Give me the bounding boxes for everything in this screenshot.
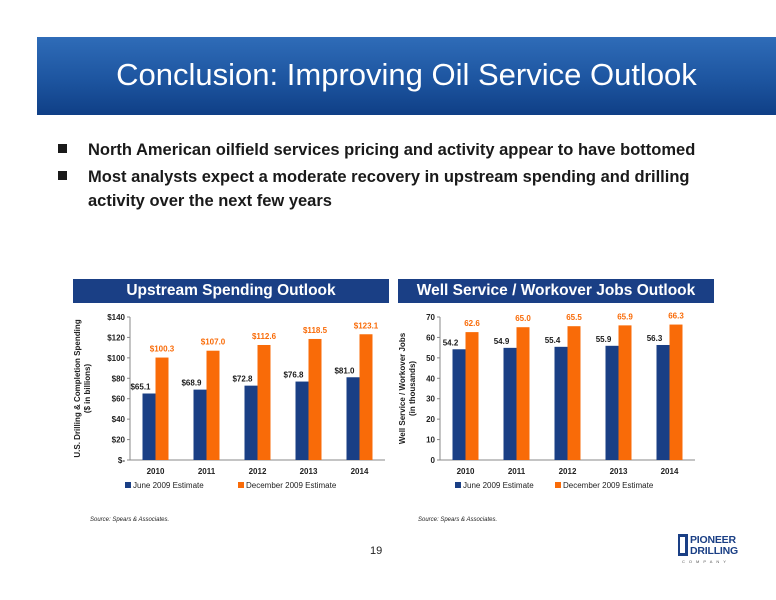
data-label: $123.1 [354,321,379,330]
y-tick-label: $- [118,456,125,465]
bar-december-2009 [516,327,530,460]
y-tick-label: $140 [107,313,125,322]
bar-december-2009 [359,334,373,460]
bar-june-2009 [554,346,568,460]
y-tick-label: $100 [107,354,125,363]
x-tick-label: 2010 [147,467,165,476]
bullet-square-icon [58,171,67,180]
data-label: 54.2 [443,338,459,347]
x-tick-label: 2014 [351,467,369,476]
legend-swatch-june-2009 [125,482,131,488]
logo-text-1: PIONEER [690,534,736,546]
y-tick-label: $120 [107,333,125,342]
logo-text-3: COMPANY [682,559,730,564]
x-tick-label: 2013 [300,467,318,476]
x-tick-label: 2011 [508,467,526,476]
bar-december-2009 [669,324,683,460]
bullet-list: North American oilfield services pricing… [55,138,735,216]
bar-june-2009 [452,349,466,460]
company-logo: PIONEER DRILLING COMPANY [678,534,738,568]
data-label: $100.3 [150,345,175,354]
data-label: $112.6 [252,332,277,341]
bar-june-2009 [244,385,258,460]
bullet-item: North American oilfield services pricing… [55,138,735,162]
x-tick-label: 2014 [661,467,679,476]
bar-december-2009 [308,338,322,460]
x-tick-label: 2013 [610,467,628,476]
y-axis-label: U.S. Drilling & Completion Spending [73,319,82,457]
title-bar: Conclusion: Improving Oil Service Outloo… [37,37,776,115]
bar-june-2009 [605,345,619,460]
y-tick-label: $80 [112,374,126,383]
bar-december-2009 [465,332,479,460]
y-tick-label: $40 [112,415,126,424]
bar-june-2009 [193,389,207,460]
logo-mark-icon [678,534,688,556]
data-label: $118.5 [303,326,328,335]
x-tick-label: 2010 [457,467,475,476]
data-label: $68.9 [181,379,202,388]
data-label: 56.3 [647,334,663,343]
bar-june-2009 [346,377,360,460]
x-tick-label: 2012 [559,467,577,476]
bullet-text: Most analysts expect a moderate recovery… [88,168,690,210]
data-label: 55.9 [596,335,612,344]
legend-label: December 2009 Estimate [563,481,654,490]
data-label: $81.0 [334,366,355,375]
slide-title: Conclusion: Improving Oil Service Outloo… [116,57,697,92]
y-tick-label: 50 [426,354,435,363]
data-label: $65.1 [130,383,151,392]
y-tick-label: $20 [112,436,126,445]
data-label: 54.9 [494,337,510,346]
y-axis-label-units: (in thousands) [408,361,417,416]
data-label: $107.0 [201,338,226,347]
data-label: 62.6 [464,319,480,328]
chart-upstream-spending: $- $20 $40 $60 $80 $100 $120 $140 U.S. Drilling … [73,313,385,490]
bar-december-2009 [257,344,271,460]
x-tick-label: 2012 [249,467,267,476]
legend-label: December 2009 Estimate [246,481,337,490]
y-tick-label: 70 [426,313,435,322]
logo-text-2: DRILLING [690,545,738,557]
bar-june-2009 [142,393,156,460]
bar-june-2009 [656,344,670,460]
y-tick-label: 60 [426,333,435,342]
data-label: $76.8 [283,371,304,380]
bar-december-2009 [618,325,632,460]
chart-well-service-jobs: 0 10 20 30 40 50 60 70 Well Service / Workover J… [398,312,695,490]
bar-december-2009 [206,350,220,460]
data-label: $72.8 [232,375,253,384]
data-label: 65.5 [566,313,582,322]
legend-label: June 2009 Estimate [463,481,534,490]
data-label: 65.0 [515,314,531,323]
page-number: 19 [370,545,383,557]
y-tick-label: 10 [426,436,435,445]
chart-title-well-service: Well Service / Workover Jobs Outlook [398,279,714,303]
y-tick-label: 40 [426,374,435,383]
source-note-right: Source: Spears & Associates. [418,517,498,523]
data-label: 66.3 [668,312,684,321]
bullet-item: Most analysts expect a moderate recovery… [55,165,735,213]
data-label: 65.9 [617,312,633,321]
bar-june-2009 [503,347,517,460]
legend-swatch-december-2009 [238,482,244,488]
legend-swatch-december-2009 [555,482,561,488]
legend-swatch-june-2009 [455,482,461,488]
source-note-left: Source: Spears & Associates. [90,517,170,523]
y-tick-label: 20 [426,415,435,424]
y-tick-label: 30 [426,395,435,404]
y-tick-label: $60 [112,395,126,404]
legend-label: June 2009 Estimate [133,481,204,490]
data-label: 55.4 [545,336,561,345]
bullet-text: North American oilfield services pricing… [88,141,696,159]
bullet-square-icon [58,144,67,153]
chart-title-upstream: Upstream Spending Outlook [73,279,389,303]
y-tick-label: 0 [431,456,436,465]
bar-june-2009 [295,381,309,460]
bar-december-2009 [155,357,169,460]
y-axis-label: Well Service / Workover Jobs [398,332,407,444]
bar-december-2009 [567,326,581,460]
y-axis-label-units: ($ in billions) [83,364,92,414]
x-tick-label: 2011 [198,467,216,476]
